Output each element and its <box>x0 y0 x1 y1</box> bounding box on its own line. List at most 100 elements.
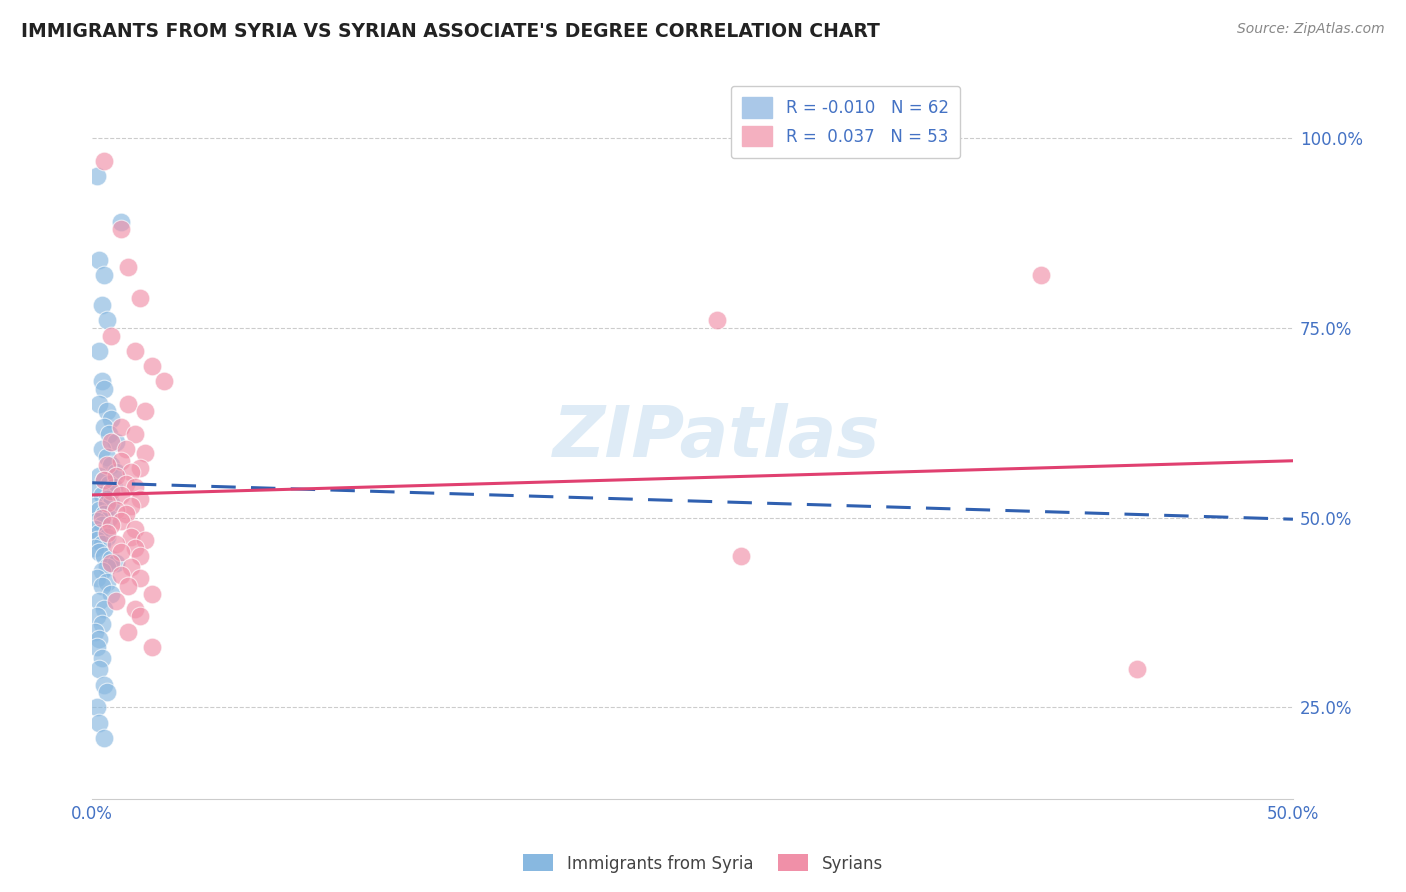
Point <box>100 434 122 449</box>
Point <box>117 397 139 411</box>
Point <box>86 515 108 529</box>
Point <box>110 567 132 582</box>
Point <box>96 575 118 590</box>
Point <box>124 541 146 555</box>
Point <box>100 556 122 570</box>
Point <box>110 214 132 228</box>
Point <box>90 537 112 551</box>
Point <box>86 700 108 714</box>
Point <box>89 594 111 608</box>
Point <box>110 515 132 529</box>
Point <box>89 343 111 358</box>
Point <box>93 268 115 282</box>
Point <box>86 609 108 624</box>
Point <box>96 450 118 464</box>
Point <box>90 442 112 457</box>
Point <box>129 609 152 624</box>
Point <box>124 343 146 358</box>
Point <box>90 488 112 502</box>
Point <box>86 571 108 585</box>
Point <box>105 537 128 551</box>
Point <box>1126 663 1149 677</box>
Point <box>129 571 152 585</box>
Point <box>96 491 118 506</box>
Text: ZIPatlas: ZIPatlas <box>553 403 880 473</box>
Point <box>89 663 111 677</box>
Point <box>114 507 136 521</box>
Point <box>98 476 121 491</box>
Point <box>103 480 125 494</box>
Point <box>96 525 118 540</box>
Point <box>124 480 146 494</box>
Point <box>90 651 112 665</box>
Point <box>90 298 112 312</box>
Point <box>105 434 128 449</box>
Point <box>93 731 115 745</box>
Point <box>706 313 728 327</box>
Point <box>110 545 132 559</box>
Point <box>105 469 128 483</box>
Point <box>83 624 105 639</box>
Text: Source: ZipAtlas.com: Source: ZipAtlas.com <box>1237 22 1385 37</box>
Point <box>96 458 118 472</box>
Point <box>90 579 112 593</box>
Point <box>117 624 139 639</box>
Point <box>89 525 111 540</box>
Point <box>93 382 115 396</box>
Point <box>141 359 163 373</box>
Point <box>124 601 146 615</box>
Point <box>114 442 136 457</box>
Point <box>129 549 152 563</box>
Point <box>86 640 108 654</box>
Point <box>83 541 105 555</box>
Point <box>86 533 108 548</box>
Point <box>129 291 152 305</box>
Point <box>100 586 122 600</box>
Point <box>730 549 752 563</box>
Point <box>134 446 156 460</box>
Point <box>110 419 132 434</box>
Point <box>120 560 142 574</box>
Legend: R = -0.010   N = 62, R =  0.037   N = 53: R = -0.010 N = 62, R = 0.037 N = 53 <box>731 86 960 158</box>
Point <box>117 579 139 593</box>
Point <box>90 518 112 533</box>
Point <box>89 503 111 517</box>
Point <box>98 427 121 442</box>
Point <box>100 552 122 566</box>
Point <box>100 328 122 343</box>
Point <box>93 549 115 563</box>
Point <box>90 510 112 524</box>
Point <box>100 458 122 472</box>
Point <box>89 252 111 267</box>
Legend: Immigrants from Syria, Syrians: Immigrants from Syria, Syrians <box>516 847 890 880</box>
Point <box>96 530 118 544</box>
Point <box>105 465 128 479</box>
Point <box>120 530 142 544</box>
Point <box>110 488 132 502</box>
Point <box>83 522 105 536</box>
Point <box>129 491 152 506</box>
Point <box>110 454 132 468</box>
Point <box>89 715 111 730</box>
Point <box>105 556 128 570</box>
Point <box>153 374 176 388</box>
Point <box>100 495 122 509</box>
Point <box>114 476 136 491</box>
Point <box>90 374 112 388</box>
Point <box>93 473 115 487</box>
Point <box>90 617 112 632</box>
Point <box>134 404 156 418</box>
Point <box>89 545 111 559</box>
Point <box>124 522 146 536</box>
Text: IMMIGRANTS FROM SYRIA VS SYRIAN ASSOCIATE'S DEGREE CORRELATION CHART: IMMIGRANTS FROM SYRIA VS SYRIAN ASSOCIAT… <box>21 22 880 41</box>
Point <box>1029 268 1052 282</box>
Point <box>134 533 156 548</box>
Point <box>105 594 128 608</box>
Point <box>89 632 111 647</box>
Point <box>120 465 142 479</box>
Point <box>124 427 146 442</box>
Point <box>105 503 128 517</box>
Point <box>100 412 122 426</box>
Point <box>110 222 132 236</box>
Point <box>93 507 115 521</box>
